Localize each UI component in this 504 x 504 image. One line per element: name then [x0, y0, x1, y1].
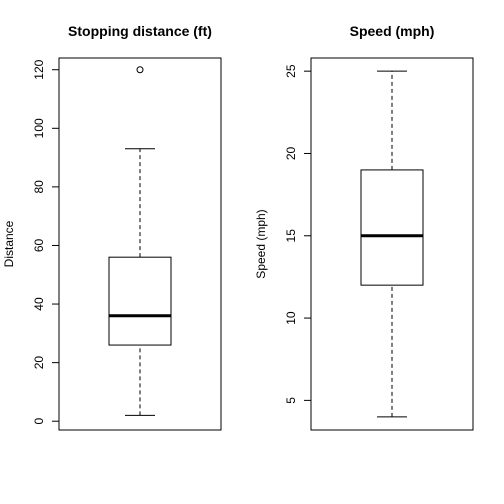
y-axis-label-speed: Speed (mph) [254, 209, 268, 278]
y-tick-label-speed: 10 [284, 311, 298, 325]
panel-stopping-distance: Stopping distance (ft) Distance 0 20 40 60 8… [2, 23, 222, 431]
y-tick-label-speed: 25 [284, 64, 298, 78]
panel-speed: Speed (mph) Speed (mph) 5 10 15 20 25 [254, 23, 474, 431]
boxplot-speed [360, 70, 424, 418]
y-tick-label-speed: 20 [284, 146, 298, 160]
plot-frame-distance [58, 57, 222, 431]
box-iqr-speed [360, 169, 424, 286]
y-tick-label-distance: 80 [32, 180, 46, 194]
y-axis-distance: 0 20 40 60 80 100 120 [32, 59, 60, 425]
box-iqr-distance [108, 256, 172, 346]
y-axis-speed: 5 10 15 20 25 [284, 64, 312, 404]
y-tick-label-speed: 5 [284, 397, 298, 404]
chart-title-distance: Stopping distance (ft) [68, 23, 212, 39]
y-tick-label-distance: 0 [32, 418, 46, 425]
y-tick-label-distance: 20 [32, 356, 46, 370]
y-tick-label-distance: 120 [32, 59, 46, 79]
y-tick-label-speed: 15 [284, 229, 298, 243]
y-tick-label-distance: 60 [32, 238, 46, 252]
y-tick-label-distance: 100 [32, 118, 46, 138]
chart-title-speed: Speed (mph) [350, 23, 435, 39]
outlier-point-distance [136, 66, 144, 74]
y-axis-label-distance: Distance [2, 220, 16, 267]
y-tick-label-distance: 40 [32, 297, 46, 311]
boxplot-distance [108, 66, 172, 416]
